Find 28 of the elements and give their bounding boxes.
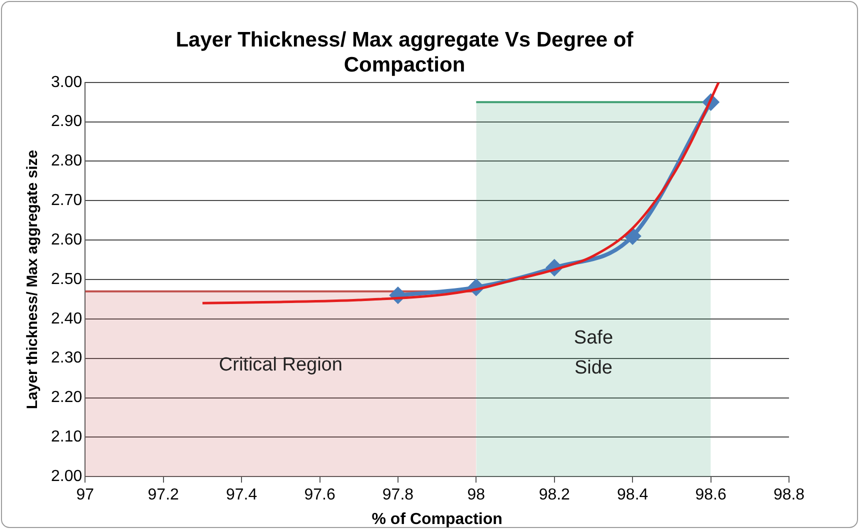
x-tick-label: 98.2 bbox=[538, 486, 570, 504]
y-tick-label: 2.70 bbox=[51, 192, 82, 210]
x-tick-label: 97.8 bbox=[382, 486, 414, 504]
y-tick-label: 2.80 bbox=[51, 152, 82, 170]
y-tick-label: 2.20 bbox=[51, 389, 82, 406]
x-tick-label: 98 bbox=[467, 486, 486, 504]
y-tick-label: 2.60 bbox=[51, 231, 82, 248]
x-tick-label: 97.4 bbox=[226, 486, 258, 504]
chart-title: Layer Thickness/ Max aggregate Vs Degree of Compaction bbox=[176, 28, 634, 77]
y-tick-label: 2.30 bbox=[51, 350, 82, 367]
line-series bbox=[201, 82, 720, 304]
y-axis-title: Layer thickness/ Max aggregate size bbox=[24, 150, 42, 410]
y-tick-label: 3.00 bbox=[51, 74, 82, 91]
x-tick-label: 98.6 bbox=[695, 486, 726, 504]
point bbox=[624, 228, 641, 244]
x-tick-label: 98.4 bbox=[617, 486, 648, 504]
y-tick-label: 2.50 bbox=[51, 270, 82, 288]
x-tick-label: 97.6 bbox=[304, 486, 336, 504]
series-label: Critical Region bbox=[218, 354, 342, 376]
y-tick-label: 2.00 bbox=[51, 468, 82, 486]
x-tick-label: 97.2 bbox=[148, 486, 180, 504]
x-axis-title: % of Compaction bbox=[372, 510, 502, 528]
x-tick-label: 98.8 bbox=[773, 486, 805, 504]
y-tick-label: 2.10 bbox=[51, 428, 82, 446]
x-tick-label: 97 bbox=[76, 486, 94, 504]
y-tick-label: 2.90 bbox=[51, 113, 82, 130]
y-tick-label: 2.40 bbox=[51, 310, 82, 328]
series-label: Safe Side bbox=[574, 327, 614, 378]
